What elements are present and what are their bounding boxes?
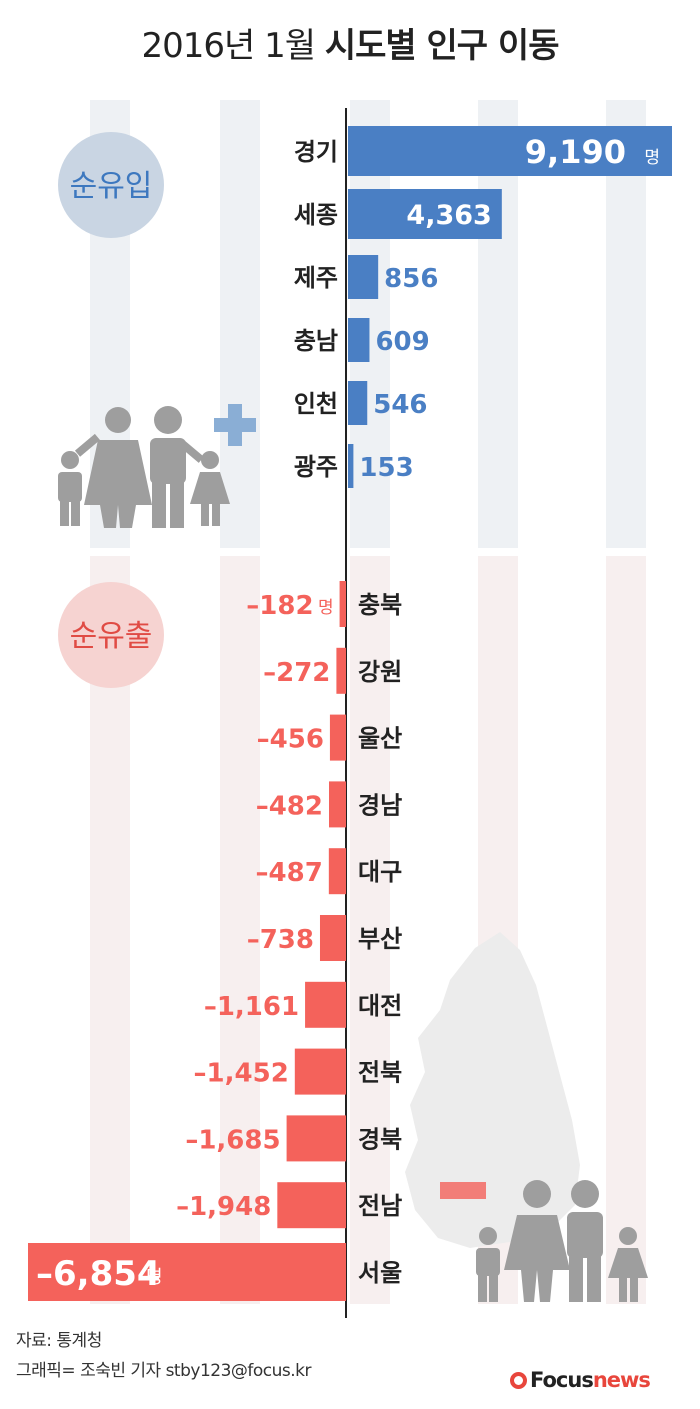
category-label: 대전 — [358, 992, 402, 1020]
value-label: –272 — [263, 658, 330, 688]
category-label: 서울 — [358, 1259, 402, 1287]
bar-inflow-2 — [348, 255, 379, 299]
plus-icon — [214, 404, 256, 446]
value-label: –482 — [256, 791, 323, 821]
value-label: 609 — [375, 327, 429, 357]
value-label: –182 — [246, 591, 313, 621]
chart-title: 2016년 1월 시도별 인구 이동 — [0, 18, 700, 67]
value-label: –6,854 — [36, 1254, 161, 1294]
unit-label: 명 — [318, 598, 334, 618]
credit-note: 그래픽= 조숙빈 기자 stby123@focus.kr — [16, 1361, 312, 1381]
value-label: –738 — [247, 925, 314, 955]
value-label: 9,190 — [525, 133, 626, 171]
focusnews-logo: Focusnews — [510, 1368, 651, 1392]
bar-inflow-0 — [348, 126, 672, 176]
value-label: 856 — [384, 264, 438, 294]
bar-outflow-2 — [329, 714, 346, 761]
focus-mark-icon — [510, 1372, 527, 1389]
value-label: –487 — [256, 858, 323, 888]
category-label: 세종 — [294, 201, 338, 229]
unit-label: 명 — [146, 1267, 163, 1288]
category-label: 인천 — [294, 390, 338, 418]
value-label: 153 — [359, 453, 413, 483]
category-label: 전북 — [358, 1059, 402, 1087]
value-label: –1,948 — [176, 1192, 271, 1222]
korea-map-icon — [405, 932, 580, 1248]
category-label: 충남 — [294, 327, 338, 355]
title-prefix: 2016년 1월 — [141, 26, 317, 66]
bar-inflow-3 — [348, 318, 370, 362]
category-label: 강원 — [358, 658, 402, 686]
category-label: 전남 — [358, 1192, 402, 1220]
bar-outflow-8 — [286, 1115, 346, 1162]
value-label: –1,452 — [194, 1059, 289, 1089]
category-label: 부산 — [358, 925, 402, 953]
bar-outflow-7 — [294, 1048, 346, 1095]
bar-outflow-0 — [339, 581, 346, 627]
value-label: 4,363 — [406, 200, 491, 231]
bar-outflow-5 — [319, 915, 346, 961]
bar-outflow-4 — [328, 848, 346, 895]
category-label: 광주 — [294, 453, 338, 481]
category-label: 경북 — [358, 1125, 402, 1153]
footer: 자료: 통계청 그래픽= 조숙빈 기자 stby123@focus.kr — [16, 1326, 312, 1386]
inflow-badge: 순유입 — [58, 132, 164, 238]
source-note: 자료: 통계청 — [16, 1331, 102, 1351]
category-label: 대구 — [358, 858, 402, 886]
title-bold: 시도별 인구 이동 — [324, 26, 560, 66]
value-label: –1,685 — [185, 1125, 280, 1155]
bar-outflow-9 — [277, 1182, 346, 1229]
outflow-label: 순유출 — [70, 619, 153, 654]
family-icon — [476, 1180, 648, 1302]
bar-inflow-4 — [348, 381, 368, 425]
category-label: 경남 — [358, 791, 402, 819]
bar-inflow-1 — [348, 189, 502, 239]
value-label: –1,161 — [204, 992, 299, 1022]
inflow-label: 순유입 — [70, 169, 153, 204]
outflow-badge: 순유출 — [58, 582, 164, 688]
logo-focus: Focus — [530, 1368, 594, 1392]
bar-inflow-5 — [348, 444, 354, 488]
category-label: 충북 — [358, 591, 402, 619]
category-label: 울산 — [358, 725, 402, 753]
category-label: 제주 — [294, 264, 338, 292]
bar-outflow-6 — [305, 981, 346, 1028]
bar-outflow-3 — [329, 781, 346, 828]
value-label: 546 — [373, 390, 427, 420]
family-icon — [58, 406, 230, 528]
unit-label: 명 — [644, 148, 660, 168]
value-label: –456 — [257, 725, 324, 755]
bar-outflow-10 — [28, 1243, 346, 1301]
category-label: 경기 — [294, 138, 338, 166]
logo-news: news — [592, 1368, 651, 1392]
bar-outflow-1 — [336, 647, 346, 694]
